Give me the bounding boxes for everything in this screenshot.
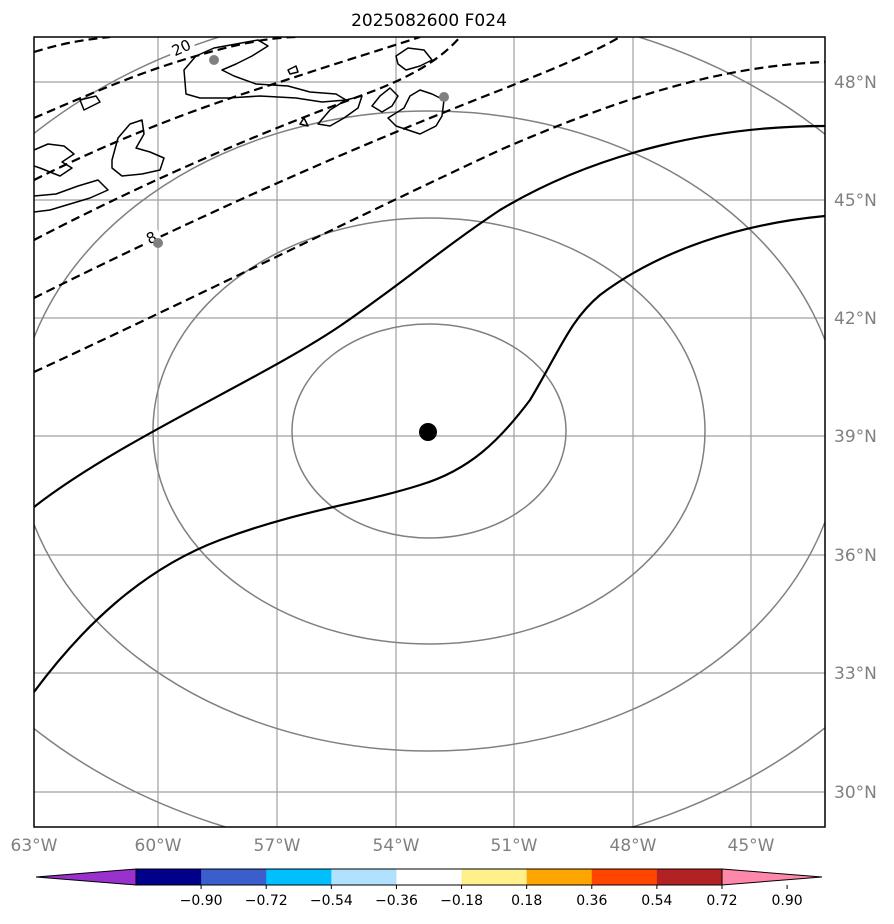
dashed-contour-6 [34,60,825,373]
map-area: 20 8 [34,36,825,827]
lon-label-54w: 54°W [373,836,420,856]
coastline-islet [287,65,299,75]
colorbar-tick-label: −0.72 [245,893,288,909]
lat-label-48n: 48°N [834,73,877,93]
colorbar-segment [396,869,463,885]
dashed-contour-5 [34,37,621,299]
graticule [34,37,825,827]
colorbar-tick-label: −0.36 [375,893,418,909]
lat-label-30n: 30°N [834,783,877,803]
lat-label-45n: 45°N [834,191,877,211]
contour-label-bg-20 [165,37,197,61]
coastline-bay [371,87,399,113]
colorbar-extend-min [35,868,137,886]
coastline-newfoundland-south [183,39,347,103]
lat-label-33n: 33°N [834,664,877,684]
dashed-contour-3 [34,37,421,181]
longitude-labels: 63°W 60°W 57°W 54°W 51°W 48°W 45°W [11,836,775,856]
map-title: 2025082600 F024 [351,11,507,31]
colorbar-segment [331,869,397,885]
coastline-avalon-west [317,95,363,127]
dashed-contour-4 [34,37,461,241]
solid-contour-upper [34,124,825,508]
colorbar-tick-label: 0.90 [772,893,803,909]
colorbar-tick-label: −0.54 [310,893,353,909]
range-ring-outer [34,110,825,752]
colorbar-segment [136,869,202,885]
colorbar-tick-label: 0.54 [641,893,672,909]
lon-label-48w: 48°W [610,836,657,856]
range-ring-outermost [34,37,825,827]
colorbar-segment [591,869,658,885]
solid-contour-lower [34,214,825,693]
lon-label-60w: 60°W [135,836,182,856]
coastline-islet-2 [299,117,309,127]
station-marker [439,92,449,102]
colorbar-tick-label: 0.18 [511,893,542,909]
latitude-labels: 48°N 45°N 42°N 39°N 36°N 33°N 30°N [834,73,877,803]
colorbar-outline [135,868,723,886]
colorbar-extend-max [721,868,823,886]
coastline-avalon-peninsula [387,89,445,135]
coastline-north-shore [395,47,433,71]
lon-label-63w: 63°W [11,836,58,856]
colorbar-segment [656,869,723,885]
colorbar-tick-label: −0.18 [440,893,483,909]
station-marker [153,238,163,248]
storm-center-marker [419,423,437,441]
lon-label-45w: 45°W [728,836,775,856]
coastline-cape-breton [111,119,165,177]
range-ring-inner [291,323,567,539]
colorbar-tick-label: −0.90 [180,893,223,909]
colorbar-segment [201,869,267,885]
coastline-island-small [79,95,101,111]
lat-label-36n: 36°N [834,546,877,566]
colorbar: −0.90 −0.72 −0.54 −0.36 −0.18 0.18 0.36 0.54 0.7… [35,868,823,909]
colorbar-segment [266,869,332,885]
lon-label-57w: 57°W [254,836,301,856]
station-markers [153,55,449,248]
dashed-contour-2 [34,37,301,120]
station-marker [209,55,219,65]
dashed-contour-1 [34,37,111,54]
solid-contours [34,124,825,693]
colorbar-tick-label: 0.36 [576,893,607,909]
colorbar-segment [461,869,528,885]
colorbar-segment [526,869,593,885]
lat-label-42n: 42°N [834,309,877,329]
coastline-shore [34,179,109,213]
coastline-nova-scotia [34,143,75,177]
map-frame [33,36,826,828]
coastline [34,39,445,213]
colorbar-tick-label: 0.72 [706,893,737,909]
contour-label-20: 20 [169,36,194,60]
range-rings [34,37,825,827]
lat-label-39n: 39°N [834,427,877,447]
dashed-contours [34,37,825,373]
lon-label-51w: 51°W [491,836,538,856]
